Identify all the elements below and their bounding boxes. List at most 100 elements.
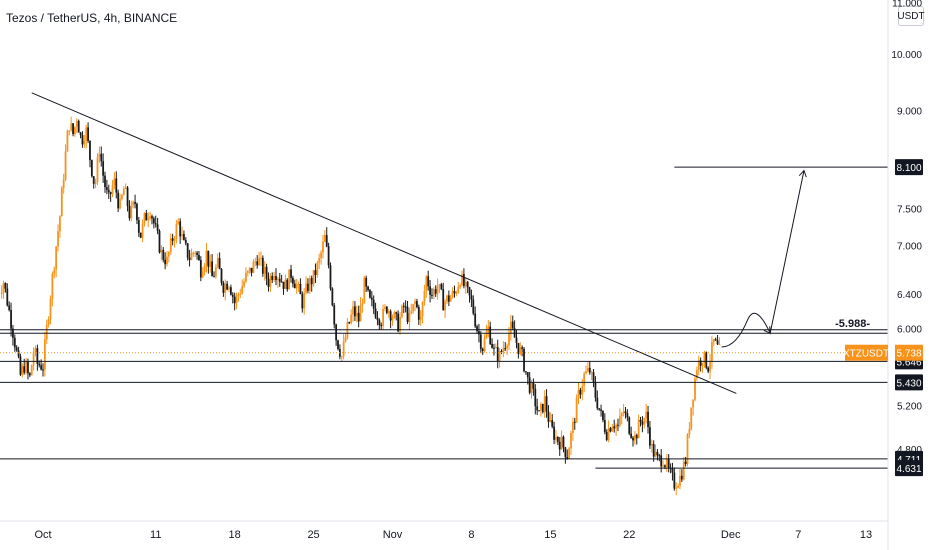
candle-body — [149, 216, 152, 219]
candle-body — [173, 239, 176, 241]
candle-body — [192, 252, 195, 254]
candle-body — [141, 223, 144, 238]
candle-body — [617, 424, 619, 426]
candle-body — [400, 305, 403, 318]
x-tick-label: 18 — [229, 529, 241, 541]
candle-body — [51, 273, 54, 299]
candle-body — [130, 205, 133, 219]
candle-body — [639, 419, 642, 422]
candle-body — [250, 267, 253, 273]
candle-body — [105, 187, 108, 190]
candle-body — [337, 340, 339, 350]
price-badge — [895, 460, 923, 477]
candle-body — [318, 258, 321, 263]
candle-body — [481, 348, 484, 352]
candle-body — [190, 252, 193, 260]
candle-body — [571, 421, 574, 433]
candle-body — [479, 334, 482, 349]
candle-body — [340, 356, 343, 358]
candle-body — [25, 361, 27, 373]
candle-body — [549, 420, 552, 422]
candle-body — [72, 123, 74, 135]
candle-body — [85, 127, 88, 141]
candle-body — [10, 310, 12, 329]
candle-body — [630, 433, 633, 438]
candle-body — [288, 269, 291, 290]
candle-body — [121, 195, 123, 199]
candle-body — [434, 289, 437, 294]
candle-body — [697, 360, 700, 370]
y-tick-label: 5.200 — [897, 402, 922, 413]
candle-body — [410, 311, 413, 313]
candle-body — [577, 389, 580, 399]
candle-body — [275, 275, 277, 281]
candle-body — [4, 282, 7, 289]
candle-body — [374, 308, 377, 318]
candle-body — [423, 291, 426, 303]
candle-body — [590, 372, 593, 374]
candle-body — [75, 120, 78, 127]
candle-body — [2, 282, 5, 293]
candle-body — [147, 218, 150, 221]
candle-body — [686, 434, 689, 465]
candle-body — [28, 373, 31, 376]
candle-body — [680, 475, 683, 480]
candle-body — [205, 250, 208, 266]
candle-body — [474, 313, 477, 327]
candle-body — [267, 278, 270, 287]
candle-body — [126, 187, 129, 207]
candle-body — [74, 126, 76, 135]
candle-body — [594, 382, 597, 398]
candle-body — [380, 324, 383, 326]
candle-body — [421, 302, 424, 317]
candle-body — [265, 266, 268, 279]
current-price-badge — [895, 344, 923, 361]
candle-body — [521, 347, 524, 349]
candle-body — [224, 283, 227, 293]
candle-body — [412, 304, 415, 312]
candle-body — [665, 459, 668, 467]
candle-body — [622, 411, 625, 414]
candle-body — [637, 419, 640, 439]
trend-line[interactable] — [31, 92, 737, 394]
candle-body — [233, 296, 236, 304]
arrow-head — [763, 326, 771, 335]
candle-body — [136, 203, 138, 221]
candle-body — [196, 252, 198, 255]
y-tick-label: 7.500 — [897, 205, 922, 216]
candle-body — [241, 286, 244, 294]
candle-body — [442, 289, 445, 311]
candle-body — [494, 347, 497, 349]
candle-body — [399, 317, 401, 332]
candle-body — [0, 292, 3, 294]
candle-body — [8, 305, 11, 311]
candle-body — [667, 459, 670, 468]
candle-body — [408, 312, 411, 322]
candle-body — [45, 324, 48, 340]
x-tick-label: 22 — [623, 529, 635, 541]
candle-body — [432, 289, 435, 296]
candle-body — [509, 321, 512, 334]
x-tick-label: 15 — [544, 529, 556, 541]
candle-body — [391, 317, 394, 321]
candle-body — [588, 367, 591, 373]
candle-body — [354, 306, 356, 317]
candle-body — [40, 365, 43, 370]
candle-body — [459, 285, 462, 287]
candle-body — [378, 319, 381, 325]
y-tick-label: 9.000 — [897, 106, 922, 117]
candle-body — [476, 326, 478, 332]
candle-body — [369, 290, 371, 298]
currency-unit-button[interactable]: USDT — [897, 6, 925, 26]
candle-body — [286, 279, 289, 290]
candle-body — [363, 277, 366, 304]
candle-body — [83, 140, 86, 145]
projection-path[interactable] — [721, 170, 805, 348]
candle-body — [171, 238, 174, 241]
price-badge-label: 4.631 — [896, 464, 921, 475]
candle-body — [602, 410, 604, 421]
candle-body — [115, 178, 118, 193]
candle-body — [342, 341, 345, 357]
candle-body — [27, 361, 29, 374]
